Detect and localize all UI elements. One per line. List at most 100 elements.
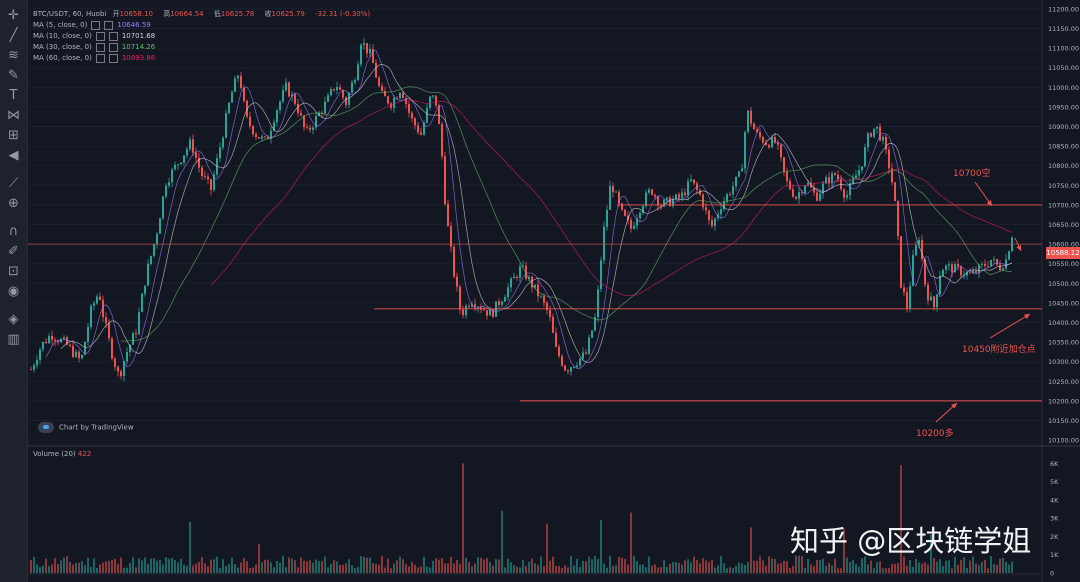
- candle-body: [357, 64, 359, 81]
- candle-body: [327, 95, 329, 102]
- candle-body: [219, 147, 221, 159]
- volume-bar: [138, 558, 140, 573]
- trash-icon[interactable]: ▥: [7, 332, 20, 347]
- open-label: 开: [112, 10, 120, 18]
- candle-body: [807, 182, 809, 186]
- candle-body: [51, 335, 53, 340]
- volume-bar: [375, 563, 377, 573]
- candle-body: [30, 369, 32, 371]
- volume-bar: [753, 560, 755, 573]
- candle-body: [255, 134, 257, 138]
- volume-bar: [636, 561, 638, 573]
- candle-body: [1005, 259, 1007, 269]
- candle-body: [969, 272, 971, 274]
- symbol-label[interactable]: BTC/USDT, 60, Huobi: [33, 10, 107, 18]
- open-value: 10658.10: [119, 10, 153, 18]
- volume-bar: [195, 563, 197, 573]
- eye-icon[interactable]: ◉: [7, 284, 20, 299]
- candle-body: [177, 164, 179, 165]
- candle-body: [633, 225, 635, 229]
- indicator-row[interactable]: MA (60, close, 0) 10893.86: [33, 53, 159, 63]
- volume-bar: [267, 559, 269, 573]
- volume-bar: [1011, 561, 1013, 573]
- trend-line-icon[interactable]: ╱: [9, 28, 18, 43]
- eye-toggle-icon[interactable]: [91, 20, 101, 30]
- volume-bar: [240, 562, 242, 573]
- candle-body: [669, 197, 671, 207]
- close-icon[interactable]: [108, 42, 118, 52]
- volume-bar: [231, 557, 233, 573]
- candle-body: [492, 309, 494, 317]
- lock-icon[interactable]: ⊡: [8, 264, 19, 279]
- fib-icon[interactable]: ≋: [8, 48, 19, 63]
- volume-bar: [951, 568, 953, 573]
- candle-body: [522, 265, 524, 267]
- arrow-head: [1024, 314, 1030, 320]
- candle-body: [186, 149, 188, 156]
- y-tick-label: 10300.00: [1048, 358, 1079, 366]
- prediction-icon[interactable]: ⊞: [8, 128, 19, 143]
- volume-bar: [528, 561, 530, 573]
- candle-body: [786, 171, 788, 181]
- volume-bar: [717, 565, 719, 573]
- ruler-icon[interactable]: ⟋: [8, 176, 19, 191]
- volume-bar: [543, 566, 545, 573]
- lock-drawing-icon[interactable]: ✐: [8, 244, 19, 259]
- brush-icon[interactable]: ✎: [8, 68, 19, 83]
- eye-toggle-icon[interactable]: [95, 42, 105, 52]
- eye-toggle-icon[interactable]: [95, 53, 105, 63]
- volume-bar: [969, 560, 971, 573]
- indicator-row[interactable]: MA (10, close, 0) 10701.68: [33, 31, 159, 41]
- layers-icon[interactable]: ◈: [8, 312, 19, 327]
- eye-toggle-icon[interactable]: [95, 31, 105, 41]
- candle-body: [558, 346, 560, 357]
- candle-body: [426, 107, 428, 123]
- candle-body: [87, 326, 89, 342]
- candle-body: [729, 194, 731, 195]
- close-icon[interactable]: [104, 20, 114, 30]
- volume-bar: [366, 557, 368, 573]
- candle-body: [801, 192, 803, 194]
- candle-body: [105, 317, 107, 323]
- annotation-short-10700: 10700空: [953, 169, 991, 179]
- tradingview-branding[interactable]: Chart by TradingView: [38, 422, 134, 433]
- candle-body: [117, 366, 119, 372]
- magnet-icon[interactable]: ∩: [8, 224, 19, 239]
- volume-bar: [516, 566, 518, 573]
- indicator-row[interactable]: MA (30, close, 0) 10714.26: [33, 42, 159, 52]
- volume-bar: [762, 560, 764, 573]
- y-tick-label: 10200.00: [1048, 397, 1079, 405]
- candle-body: [498, 301, 500, 306]
- volume-bar: [306, 561, 308, 573]
- volume-bar: [264, 559, 266, 573]
- volume-bar: [783, 560, 785, 573]
- candle-body: [78, 351, 80, 359]
- volume-bar: [387, 558, 389, 573]
- indicator-label: MA (10, close, 0): [33, 32, 92, 40]
- candle-body: [1002, 268, 1004, 271]
- volume-bar: [852, 560, 854, 573]
- candle-body: [639, 212, 641, 219]
- crosshair-icon[interactable]: ✛: [8, 8, 19, 23]
- zoom-in-icon[interactable]: ⊕: [8, 196, 19, 211]
- indicator-row[interactable]: MA (5, close, 0) 10646.59: [33, 20, 155, 30]
- volume-bar: [582, 560, 584, 573]
- candle-body: [402, 92, 404, 98]
- volume-bar: [168, 558, 170, 573]
- volume-bar: [363, 556, 365, 573]
- text-icon[interactable]: T: [9, 88, 18, 103]
- candle-body: [336, 87, 338, 91]
- candle-body: [192, 139, 194, 153]
- candle-body: [303, 115, 305, 128]
- arrow-left-icon[interactable]: ◀: [8, 148, 19, 163]
- close-icon[interactable]: [108, 53, 118, 63]
- volume-bar: [513, 565, 515, 573]
- volume-header[interactable]: Volume (20) 422: [33, 450, 91, 458]
- volume-bar: [237, 567, 239, 573]
- pattern-icon[interactable]: ⋈: [7, 108, 20, 123]
- candle-body: [888, 149, 890, 169]
- volume-bar: [429, 567, 431, 573]
- close-icon[interactable]: [108, 31, 118, 41]
- candle-body: [468, 305, 470, 307]
